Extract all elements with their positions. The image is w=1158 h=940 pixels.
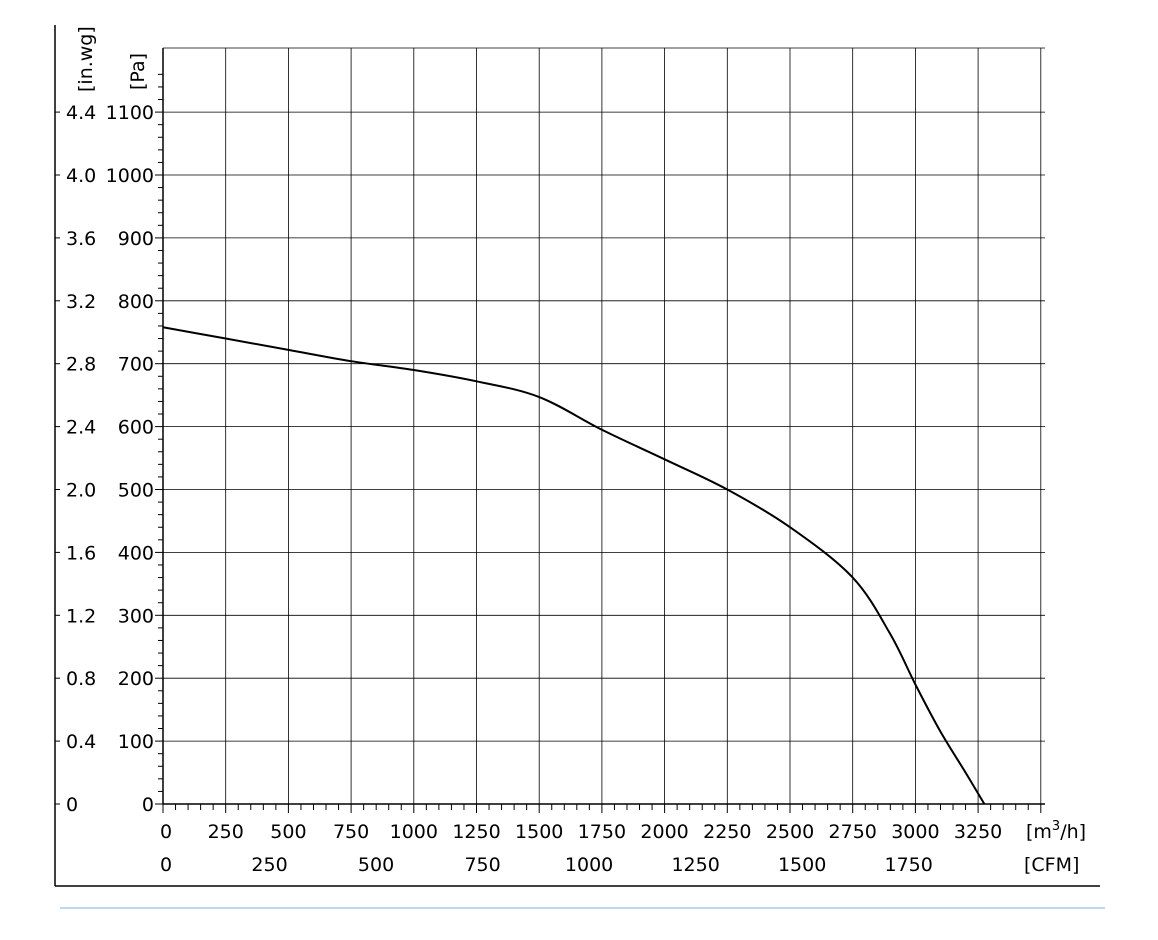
x-tick-label-cfm: 750	[464, 854, 500, 876]
y-tick-label-inwg: 2.4	[66, 417, 96, 439]
y-tick-label-pa: 900	[118, 228, 154, 250]
minor-ticks	[55, 73, 1042, 813]
x-tick-label-cfm: 1500	[778, 854, 826, 876]
y-tick-label-inwg: 3.6	[66, 228, 96, 250]
x-unit-cfm: [CFM]	[1024, 854, 1079, 876]
y-tick-label-inwg: 0.4	[66, 731, 96, 753]
y-tick-label-pa: 500	[118, 480, 154, 502]
y-tick-label-inwg: 4.4	[66, 102, 96, 124]
x-tick-label-m3h: 3250	[954, 821, 1002, 843]
grid	[162, 47, 1045, 805]
x-tick-label-cfm: 1750	[885, 854, 933, 876]
y-tick-label-pa: 600	[118, 417, 154, 439]
y-unit-pa: [Pa]	[127, 53, 149, 90]
y-tick-label-pa: 300	[118, 605, 154, 627]
x-tick-label-cfm: 1250	[671, 854, 719, 876]
x-tick-label-m3h: 1750	[578, 821, 626, 843]
y-tick-label-pa: 400	[118, 542, 154, 564]
x-unit-m3h: [m3/h]	[1026, 819, 1086, 843]
x-tick-label-cfm: 250	[251, 854, 287, 876]
y-tick-label-pa: 800	[118, 291, 154, 313]
x-tick-label-m3h: 750	[333, 821, 369, 843]
y-axis-labels: 0 100 200 300 400 500 600 700 800 900 1000 1100 0 0.4…	[66, 102, 154, 816]
y-tick-label-inwg: 4.0	[66, 165, 96, 187]
y-tick-label-pa: 1100	[106, 102, 154, 124]
x-tick-label-m3h: 1500	[515, 821, 563, 843]
x-axis-labels: 0 250 500 750 1000 1250 1500 1750 2000 2250 2500 27…	[160, 821, 1002, 876]
x-tick-label-m3h: 2000	[640, 821, 688, 843]
x-tick-label-m3h: 2500	[766, 821, 814, 843]
y-tick-label-inwg: 0	[66, 794, 78, 816]
y-tick-label-pa: 200	[118, 668, 154, 690]
x-tick-label-m3h: 0	[160, 821, 172, 843]
x-tick-label-m3h: 500	[270, 821, 306, 843]
y-tick-label-pa: 1000	[106, 165, 154, 187]
x-tick-label-cfm: 0	[160, 854, 172, 876]
x-tick-label-m3h: 2750	[829, 821, 877, 843]
x-tick-label-m3h: 3000	[891, 821, 939, 843]
x-tick-label-m3h: 2250	[703, 821, 751, 843]
x-tick-label-cfm: 1000	[565, 854, 613, 876]
pressure-flow-curve	[162, 326, 986, 805]
x-tick-label-m3h: 1000	[390, 821, 438, 843]
y-tick-label-pa: 100	[118, 731, 154, 753]
y-tick-label-inwg: 1.6	[66, 542, 96, 564]
y-tick-label-inwg: 1.2	[66, 605, 96, 627]
y-tick-label-inwg: 3.2	[66, 291, 96, 313]
y-tick-label-pa: 0	[142, 794, 154, 816]
x-tick-label-cfm: 500	[358, 854, 394, 876]
y-unit-inwg: [in.wg]	[75, 26, 97, 92]
x-tick-label-m3h: 250	[208, 821, 244, 843]
y-tick-label-inwg: 2.8	[66, 354, 96, 376]
y-tick-label-pa: 700	[118, 354, 154, 376]
y-tick-label-inwg: 0.8	[66, 668, 96, 690]
y-tick-label-inwg: 2.0	[66, 480, 96, 502]
x-tick-label-m3h: 1250	[452, 821, 500, 843]
